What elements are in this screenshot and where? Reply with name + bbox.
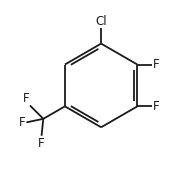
Text: F: F — [153, 58, 160, 71]
Text: F: F — [19, 116, 26, 129]
Text: F: F — [153, 100, 160, 113]
Text: F: F — [22, 92, 29, 105]
Text: F: F — [38, 137, 45, 150]
Text: Cl: Cl — [95, 15, 107, 28]
